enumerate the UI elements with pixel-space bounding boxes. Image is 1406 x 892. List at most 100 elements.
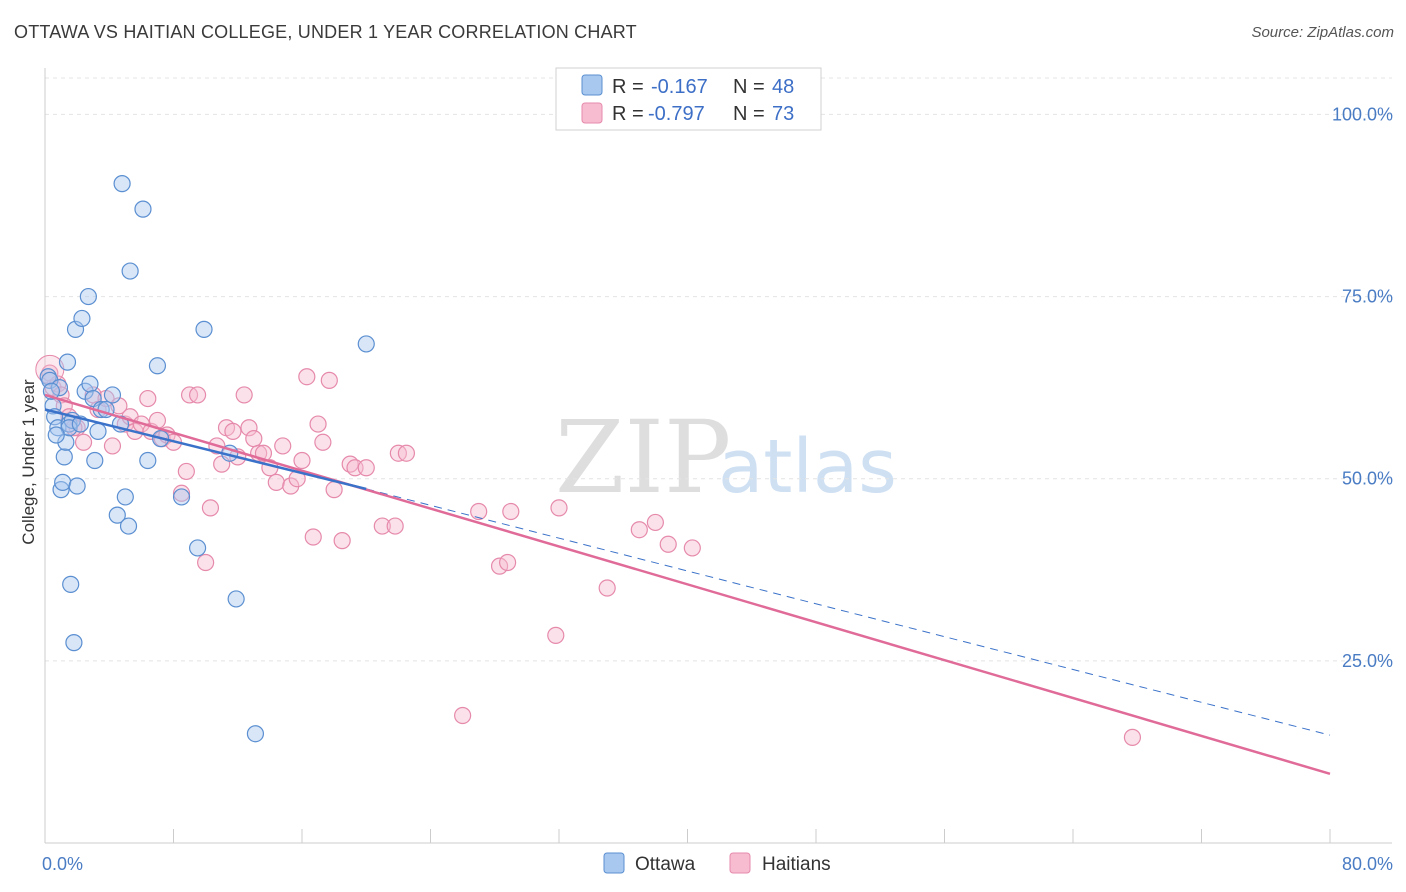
gridlines: [45, 77, 1392, 662]
haitians-point-71: [1123, 728, 1142, 746]
haitians-point-23: [172, 484, 191, 502]
ottawa-point-5: [50, 379, 69, 397]
haitians-point-17: [139, 389, 157, 408]
ottawa-point-47: [47, 426, 65, 444]
legend-swatch-haitians: [581, 102, 603, 124]
haitians-point-54: [357, 459, 375, 477]
haitians-point-24: [177, 462, 195, 481]
haitians-point-68: [659, 535, 677, 553]
ottawa-point-33: [139, 451, 157, 470]
haitians-point-61: [499, 553, 517, 572]
ottawa-point-15: [66, 320, 85, 338]
legend-r-value-haitians: -0.797: [648, 103, 705, 125]
haitians-point-47: [309, 415, 327, 433]
haitians-point-59: [470, 502, 488, 521]
haitians-point-35: [240, 419, 258, 437]
ottawa-point-44: [60, 419, 78, 437]
ottawa-point-38: [195, 320, 213, 338]
haitians-point-65: [598, 579, 616, 597]
ottawa-point-37: [188, 539, 207, 557]
haitians-point-41: [274, 437, 292, 455]
ottawa-point-40: [227, 590, 245, 608]
legend-n-label-ottawa: N =: [733, 76, 765, 98]
legend-n-label-haitians: N =: [733, 103, 765, 125]
haitians-trend-line: [44, 393, 1331, 775]
ottawa-trend-dashed: [366, 488, 1331, 736]
ottawa-point-26: [108, 506, 126, 524]
haitians-point-48: [314, 433, 332, 451]
haitians-point-36: [245, 430, 263, 448]
y-axis-label: College, Under 1 year: [19, 379, 38, 545]
haitians-point-66: [630, 521, 648, 539]
haitians-point-60: [490, 557, 509, 575]
legend-swatch-ottawa: [581, 74, 603, 96]
x-tick-label-max: 80.0%: [1342, 854, 1393, 874]
ottawa-point-31: [121, 262, 139, 280]
haitians-point-67: [646, 513, 664, 532]
haitians-point-40: [267, 473, 285, 491]
haitians-point-46: [304, 528, 322, 546]
ottawa-point-20: [81, 375, 99, 393]
ottawa-point-10: [58, 353, 77, 371]
ottawa-point-17: [73, 309, 91, 328]
y-tick-labels: 25.0% 50.0% 75.0% 100.0%: [1332, 104, 1393, 670]
bottom-legend-ottawa: Ottawa: [635, 854, 696, 875]
haitians-point-12: [110, 397, 128, 415]
ottawa-point-14: [65, 634, 83, 652]
ottawa-point-42: [357, 335, 375, 353]
ottawa-point-25: [103, 386, 122, 404]
legend-n-value-haitians: 73: [772, 103, 794, 125]
haitians-point-64: [550, 499, 568, 517]
haitians-point-45: [298, 368, 316, 386]
haitians-point-50: [325, 481, 343, 499]
legend-r-label-ottawa: R =: [612, 76, 644, 98]
bottom-legend-swatch-haitians: [729, 852, 751, 874]
ottawa-trend-line: [44, 408, 367, 491]
series-legend: Ottawa Haitians: [603, 852, 831, 875]
haitians-point-44: [293, 451, 311, 470]
haitians-point-32: [224, 422, 242, 440]
ottawa-point-8: [55, 448, 73, 466]
ottawa-point-32: [134, 200, 152, 218]
y-tick-label-3: 100.0%: [1332, 104, 1393, 124]
haitians-point-34: [235, 386, 253, 404]
bottom-legend-swatch-ottawa: [603, 852, 625, 874]
ottawa-point-28: [113, 175, 131, 193]
haitians-point-63: [547, 626, 565, 644]
bottom-legend-haitians: Haitians: [762, 854, 831, 875]
ottawa-point-34: [148, 357, 167, 375]
y-tick-label-1: 50.0%: [1342, 469, 1393, 489]
haitians-point-27: [197, 553, 215, 572]
haitians-point-26: [188, 386, 207, 404]
ottawa-point-23: [89, 422, 107, 440]
ottawa-point-7: [54, 473, 72, 491]
legend-r-value-ottawa: -0.167: [651, 76, 708, 98]
ottawa-point-36: [172, 488, 191, 506]
trend-lines: [44, 393, 1331, 775]
haitians-point-62: [502, 502, 520, 521]
legend-r-label-haitians: R =: [612, 103, 644, 125]
source-credit: Source: ZipAtlas.com: [1251, 24, 1394, 41]
haitians-point-7: [74, 433, 93, 451]
watermark-zip: ZIP: [555, 399, 731, 516]
y-tick-label-0: 25.0%: [1342, 651, 1393, 671]
chart-title: OTTAWA VS HAITIAN COLLEGE, UNDER 1 YEAR …: [14, 22, 637, 42]
stats-legend: R = -0.167 N = 48 R = -0.797 N = 73: [555, 67, 822, 131]
ottawa-point-22: [86, 451, 104, 470]
ottawa-point-30: [119, 517, 138, 535]
y-tick-label-2: 75.0%: [1342, 287, 1393, 307]
haitians-point-58: [397, 444, 416, 462]
axes: [44, 68, 1392, 844]
ottawa-point-29: [116, 488, 134, 506]
haitians-point-28: [201, 499, 220, 517]
ottawa-points: [39, 175, 375, 743]
haitians-point-11: [103, 437, 122, 455]
haitians-point-70: [454, 706, 472, 725]
watermark-atlas: atlas: [718, 424, 897, 510]
haitians-point-69: [683, 539, 701, 557]
ottawa-point-12: [62, 575, 80, 593]
ottawa-point-16: [68, 477, 86, 495]
ottawa-point-19: [79, 287, 97, 306]
legend-n-value-ottawa: 48: [772, 76, 794, 98]
haitians-point-49: [320, 371, 338, 389]
